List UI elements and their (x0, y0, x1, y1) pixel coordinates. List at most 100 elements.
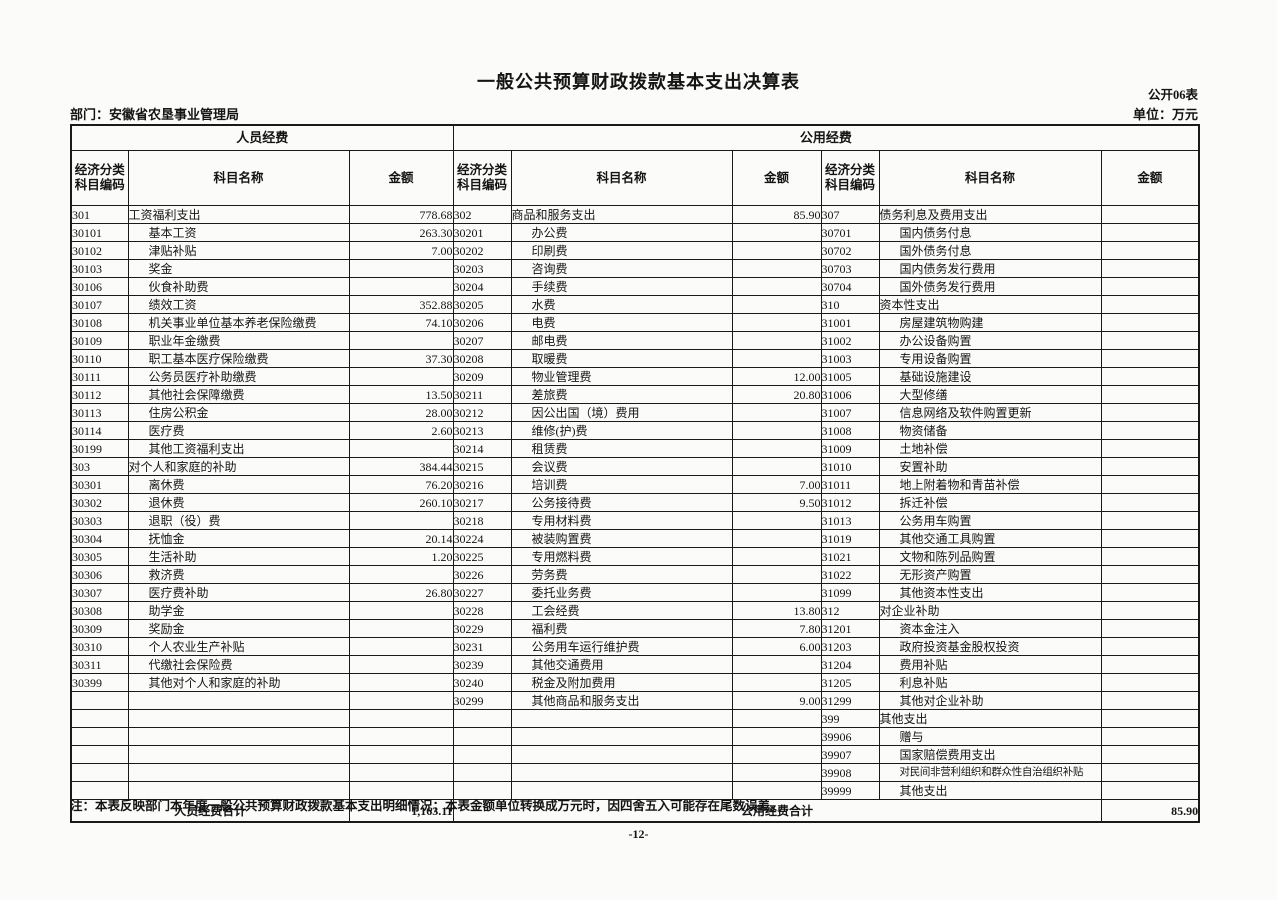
cell-code: 30702 (820, 241, 880, 260)
cell-code: 30204 (452, 277, 512, 296)
cell-subject: 印刷费 (510, 241, 733, 260)
table-row: 30110 职工基本医疗保险缴费 37.30 30208 取暖费 31003 专用设备购置 (70, 349, 1200, 368)
cell-code: 30231 (452, 637, 512, 656)
cell-subject: 住房公积金 (127, 403, 350, 422)
cell-code: 30214 (452, 439, 512, 458)
cell-code: 30303 (70, 511, 129, 530)
cell-code: 31003 (820, 349, 880, 368)
cell-code (452, 763, 512, 782)
cell-subject: 国外债务发行费用 (878, 277, 1102, 296)
table-row: 39906 赠与 (70, 727, 1200, 746)
cell-code: 31022 (820, 565, 880, 584)
cell-amount (1100, 547, 1200, 566)
table-row: 30112 其他社会保障缴费 13.50 30211 差旅费 20.80 31006 大型修缮 (70, 385, 1200, 404)
table-row: 30299 其他商品和服务支出 9.00 31299 其他对企业补助 (70, 691, 1200, 710)
cell-amount: 74.10 (348, 313, 454, 332)
cell-amount: 263.30 (348, 223, 454, 242)
cell-amount (348, 745, 454, 764)
cell-subject: 医疗费补助 (127, 583, 350, 602)
cell-subject: 水费 (510, 295, 733, 314)
cell-amount (731, 763, 822, 782)
cell-code: 30103 (70, 259, 129, 278)
cell-code: 30107 (70, 295, 129, 314)
cell-code: 30218 (452, 511, 512, 530)
cell-code: 307 (820, 205, 880, 224)
personnel-total-value: 1,163.11 (348, 799, 454, 823)
cell-subject: 职工基本医疗保险缴费 (127, 349, 350, 368)
cell-subject: 抚恤金 (127, 529, 350, 548)
cell-subject: 工会经费 (510, 601, 733, 620)
cell-code: 31002 (820, 331, 880, 350)
cell-amount: 2.60 (348, 421, 454, 440)
cell-subject: 赠与 (878, 727, 1102, 746)
cell-code (452, 745, 512, 764)
cell-subject: 拆迁补偿 (878, 493, 1102, 512)
cell-amount (1100, 601, 1200, 620)
cell-code: 31205 (820, 673, 880, 692)
cell-amount: 20.80 (731, 385, 822, 404)
cell-code: 30212 (452, 403, 512, 422)
table-row: 39999 其他支出 (70, 781, 1200, 800)
cell-code: 30703 (820, 259, 880, 278)
cell-code: 30207 (452, 331, 512, 350)
cell-code: 30213 (452, 421, 512, 440)
cell-code: 301 (70, 205, 129, 224)
cell-code: 30310 (70, 637, 129, 656)
cell-amount (348, 619, 454, 638)
cell-amount (731, 421, 822, 440)
cell-subject: 公务员医疗补助缴费 (127, 367, 350, 386)
cell-subject: 大型修缮 (878, 385, 1102, 404)
cell-code: 39906 (820, 727, 880, 746)
cell-amount (1100, 727, 1200, 746)
cell-amount (348, 259, 454, 278)
cell-amount (1100, 511, 1200, 530)
table-row: 30303 退职（役）费 30218 专用材料费 31013 公务用车购置 (70, 511, 1200, 530)
cell-subject: 其他支出 (878, 709, 1102, 728)
col-header-code: 经济分类 科目编码 (452, 150, 512, 206)
table-row: 30114 医疗费 2.60 30213 维修(护)费 31008 物资储备 (70, 421, 1200, 440)
cell-code (452, 727, 512, 746)
cell-code: 302 (452, 205, 512, 224)
table-row: 30103 奖金 30203 咨询费 30703 国内债务发行费用 (70, 259, 1200, 278)
group-header-public: 公用经费 (452, 124, 1200, 151)
cell-subject: 公务用车运行维护费 (510, 637, 733, 656)
cell-amount (1100, 493, 1200, 512)
cell-subject: 其他支出 (878, 781, 1102, 800)
cell-amount (348, 331, 454, 350)
table-row: 39908 对民间非营利组织和群众性自治组织补贴 (70, 763, 1200, 782)
cell-subject: 会议费 (510, 457, 733, 476)
cell-subject: 邮电费 (510, 331, 733, 350)
cell-code: 30302 (70, 493, 129, 512)
cell-amount (348, 763, 454, 782)
cell-subject: 培训费 (510, 475, 733, 494)
cell-code: 30216 (452, 475, 512, 494)
cell-subject: 其他交通费用 (510, 655, 733, 674)
cell-code: 303 (70, 457, 129, 476)
cell-code: 31007 (820, 403, 880, 422)
cell-subject: 差旅费 (510, 385, 733, 404)
cell-amount: 352.88 (348, 295, 454, 314)
cell-amount: 384.44 (348, 457, 454, 476)
cell-subject: 物资储备 (878, 421, 1102, 440)
cell-amount (348, 277, 454, 296)
cell-code: 30111 (70, 367, 129, 386)
cell-subject: 劳务费 (510, 565, 733, 584)
col-header-amount: 金额 (348, 150, 454, 206)
cell-subject: 对企业补助 (878, 601, 1102, 620)
table-row: 303 对个人和家庭的补助 384.44 30215 会议费 31010 安置补助 (70, 457, 1200, 476)
cell-subject: 基础设施建设 (878, 367, 1102, 386)
table-row: 30106 伙食补助费 30204 手续费 30704 国外债务发行费用 (70, 277, 1200, 296)
cell-subject: 个人农业生产补贴 (127, 637, 350, 656)
cell-amount (731, 727, 822, 746)
public-total-value: 85.90 (1100, 799, 1200, 823)
table-row: 399 其他支出 (70, 709, 1200, 728)
cell-subject: 生活补助 (127, 547, 350, 566)
public-total-label: 公用经费合计 (452, 799, 1102, 823)
cell-code: 30112 (70, 385, 129, 404)
cell-code (70, 745, 129, 764)
cell-code (70, 763, 129, 782)
cell-code: 31201 (820, 619, 880, 638)
cell-subject: 其他对个人和家庭的补助 (127, 673, 350, 692)
cell-subject (510, 763, 733, 782)
cell-code: 31011 (820, 475, 880, 494)
